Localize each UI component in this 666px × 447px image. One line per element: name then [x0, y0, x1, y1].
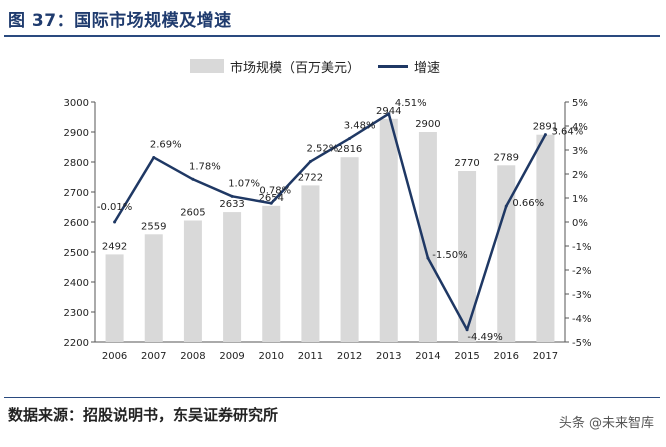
- y-left-tick-label: 3000: [64, 98, 89, 109]
- growth-point-2014: [426, 256, 430, 260]
- x-tick-label: 2017: [533, 351, 558, 362]
- source-divider: [4, 397, 660, 398]
- bar-2015: [458, 171, 477, 342]
- growth-point-2017: [543, 133, 547, 137]
- growth-point-2016: [504, 204, 508, 208]
- bar-2007: [144, 234, 163, 342]
- y-left-tick-label: 2500: [64, 248, 89, 259]
- legend-item-line: 增速: [378, 57, 440, 76]
- bar-2016: [497, 165, 516, 342]
- y-right-tick-label: -3%: [572, 290, 591, 301]
- figure-header: 图 37：国际市场规模及增速: [0, 0, 666, 40]
- y-right-tick-label: 0%: [572, 218, 588, 229]
- growth-point-2006: [113, 220, 117, 224]
- x-tick-label: 2007: [141, 351, 166, 362]
- growth-value-label: 0.78%: [259, 185, 291, 196]
- bar-value-label: 2605: [180, 208, 205, 219]
- y-right-tick-label: 4%: [572, 122, 588, 133]
- growth-point-2009: [230, 194, 234, 198]
- bar-2006: [105, 254, 124, 342]
- growth-value-label: -4.49%: [467, 332, 502, 343]
- growth-value-label: -0.01%: [97, 202, 132, 213]
- figure-title: 图 37：国际市场规模及增速: [8, 11, 232, 31]
- bar-value-label: 2816: [337, 144, 362, 155]
- x-tick-label: 2012: [337, 351, 362, 362]
- growth-point-2008: [191, 177, 195, 181]
- growth-value-label: 1.07%: [228, 178, 260, 189]
- y-right-tick-label: 1%: [572, 194, 588, 205]
- growth-value-label: -1.50%: [432, 250, 467, 261]
- bar-2017: [536, 134, 555, 342]
- x-tick-label: 2015: [454, 351, 479, 362]
- growth-line: [113, 112, 547, 332]
- y-right-tick-label: -5%: [572, 338, 591, 349]
- x-tick-label: 2008: [180, 351, 205, 362]
- legend-item-bar: 市场规模（百万美元）: [190, 57, 360, 76]
- y-left-tick-label: 2900: [64, 128, 89, 139]
- growth-point-2007: [152, 155, 156, 159]
- bar-2010: [262, 205, 281, 342]
- y-right-tick-label: 2%: [572, 170, 588, 181]
- growth-value-label: 1.78%: [189, 161, 221, 172]
- legend-bar-label: 市场规模（百万美元）: [230, 60, 361, 76]
- growth-point-2011: [308, 160, 312, 164]
- y-right-tick-label: -2%: [572, 266, 591, 277]
- combo-chart: 2200 2300 2400 2500 2600 2700 2800 2900 3000 -5% -…: [64, 98, 592, 362]
- legend-bar-swatch: [190, 59, 224, 73]
- x-tick-label: 2010: [259, 351, 284, 362]
- bar-value-label: 2770: [454, 158, 479, 169]
- legend-line-label: 增速: [414, 60, 441, 76]
- y-right-tick-label: 5%: [572, 98, 588, 109]
- growth-point-2015: [465, 328, 469, 332]
- bar-2009: [223, 212, 242, 342]
- x-tick-label: 2016: [494, 351, 519, 362]
- watermark: 头条 @未来智库: [558, 416, 654, 431]
- legend-line-swatch: [378, 64, 409, 68]
- y-left-tick-label: 2600: [64, 218, 89, 229]
- x-tick-label: 2006: [102, 351, 127, 362]
- x-tick-label: 2011: [298, 351, 323, 362]
- growth-point-2012: [348, 136, 352, 140]
- x-tick-label: 2014: [415, 351, 440, 362]
- x-tick-label: 2013: [376, 351, 401, 362]
- y-right-tick-label: -4%: [572, 314, 591, 325]
- bar-value-label: 2944: [376, 106, 401, 117]
- y-right-tick-label: -1%: [572, 242, 591, 253]
- growth-value-label: 4.51%: [395, 98, 427, 109]
- bar-2014: [418, 132, 437, 342]
- bar-2008: [183, 220, 202, 342]
- bar-value-label: 2633: [219, 199, 244, 210]
- chart-legend: 市场规模（百万美元） 增速: [190, 55, 440, 77]
- bar-value-label: 2900: [415, 119, 440, 130]
- bar-value-label: 2891: [533, 122, 558, 133]
- y-left-tick-label: 2800: [64, 158, 89, 169]
- bar-value-label: 2722: [298, 172, 323, 183]
- source-note: 数据来源：招股说明书，东吴证券研究所: [8, 406, 279, 424]
- chart-area: 2200 2300 2400 2500 2600 2700 2800 2900 3000 -5% -…: [0, 40, 666, 380]
- y-left-tick-label: 2200: [64, 338, 89, 349]
- y-left-tick-label: 2700: [64, 188, 89, 199]
- growth-value-label: 3.64%: [552, 127, 584, 138]
- growth-value-label: 2.52%: [307, 144, 339, 155]
- y-left-tick-label: 2400: [64, 278, 89, 289]
- growth-value-label: 2.69%: [150, 139, 182, 150]
- growth-point-2010: [269, 201, 273, 205]
- bar-value-label: 2492: [102, 241, 127, 252]
- bar-value-label: 2789: [494, 152, 519, 163]
- bar-value-label: 2654: [259, 193, 284, 204]
- bar-2013: [379, 118, 398, 342]
- growth-value-label: 3.48%: [344, 120, 376, 131]
- y-right-tick-label: 3%: [572, 146, 588, 157]
- bar-value-label: 2559: [141, 221, 166, 232]
- title-divider: [4, 35, 660, 37]
- y-left-tick-label: 2300: [64, 308, 89, 319]
- growth-point-2013: [387, 112, 391, 116]
- growth-value-label: 0.66%: [512, 198, 544, 209]
- x-tick-label: 2009: [219, 351, 244, 362]
- bar-2012: [340, 157, 359, 342]
- bar-2011: [301, 185, 320, 342]
